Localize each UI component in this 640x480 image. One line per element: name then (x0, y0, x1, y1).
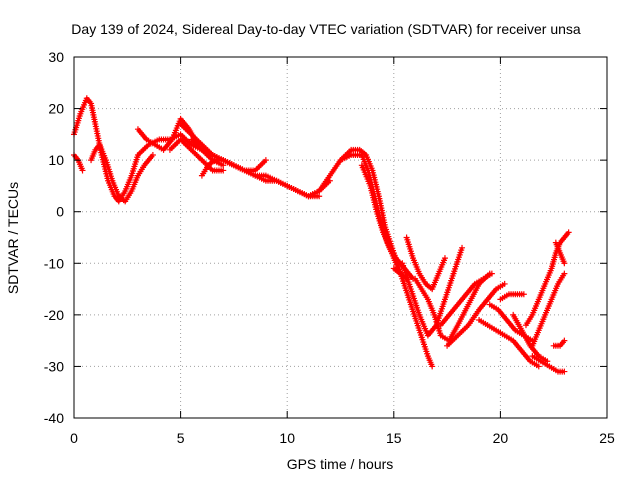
series-arc-pm-1 (399, 244, 466, 339)
y-tick-label: 0 (56, 204, 64, 220)
series-arc-pm-6 (444, 280, 508, 349)
y-tick-label: -20 (44, 307, 64, 323)
series-arc-early-2 (71, 151, 86, 174)
series-arc-pm-9 (497, 291, 527, 303)
data-point (565, 229, 572, 236)
series-arc-morning-3 (198, 157, 269, 179)
x-tick-label: 20 (493, 430, 509, 446)
data-point (441, 255, 448, 262)
chart-title: Day 139 of 2024, Sidereal Day-to-day VTE… (71, 21, 581, 37)
data-point (220, 162, 227, 169)
x-axis-label: GPS time / hours (287, 456, 394, 472)
data-point (459, 244, 466, 251)
y-tick-label: 10 (48, 152, 64, 168)
series-arc-early-3 (88, 141, 156, 205)
data-point (220, 167, 227, 174)
series-arc-late-rise-2 (529, 270, 568, 349)
grid (74, 57, 607, 418)
ticks: 0 5 10 15 20 25 -40 -30 -20 -10 0 10 20 30 (44, 49, 615, 446)
data-point (501, 280, 508, 287)
y-tick-label: 20 (48, 101, 64, 117)
data-point (520, 291, 527, 298)
series-arc-noon-3 (358, 162, 416, 282)
data-point (561, 260, 568, 267)
data-point (429, 363, 436, 370)
y-axis-label: SDTVAR / TECUs (5, 182, 21, 294)
y-tick-label: 30 (48, 49, 64, 65)
data-point (262, 157, 269, 164)
series-arc-pm-7 (476, 317, 542, 370)
x-tick-label: 5 (177, 430, 185, 446)
x-tick-label: 0 (70, 430, 78, 446)
y-tick-label: -40 (44, 410, 64, 426)
series-arc-late-right (550, 337, 568, 349)
data-point (488, 270, 495, 277)
data-point (403, 275, 410, 282)
data-point (561, 337, 568, 344)
series-arc-pm-2 (390, 265, 410, 282)
data-point (535, 363, 542, 370)
series-arc-late-tail (529, 353, 568, 375)
data-point (149, 151, 156, 158)
y-tick-label: -10 (44, 255, 64, 271)
x-tick-label: 25 (599, 430, 615, 446)
data-point (561, 270, 568, 277)
series-arc-late-top (552, 239, 568, 267)
series-layer (71, 95, 572, 375)
plot-border (73, 56, 608, 419)
data-point (79, 167, 86, 174)
x-tick-label: 10 (279, 430, 295, 446)
series-arc-pm-4 (403, 234, 448, 293)
x-tick-label: 15 (386, 430, 402, 446)
series-arc-pm-5 (437, 270, 495, 329)
series-arc-late-rise (522, 229, 572, 329)
data-point (316, 193, 323, 200)
y-tick-label: -30 (44, 358, 64, 374)
data-point (561, 368, 568, 375)
